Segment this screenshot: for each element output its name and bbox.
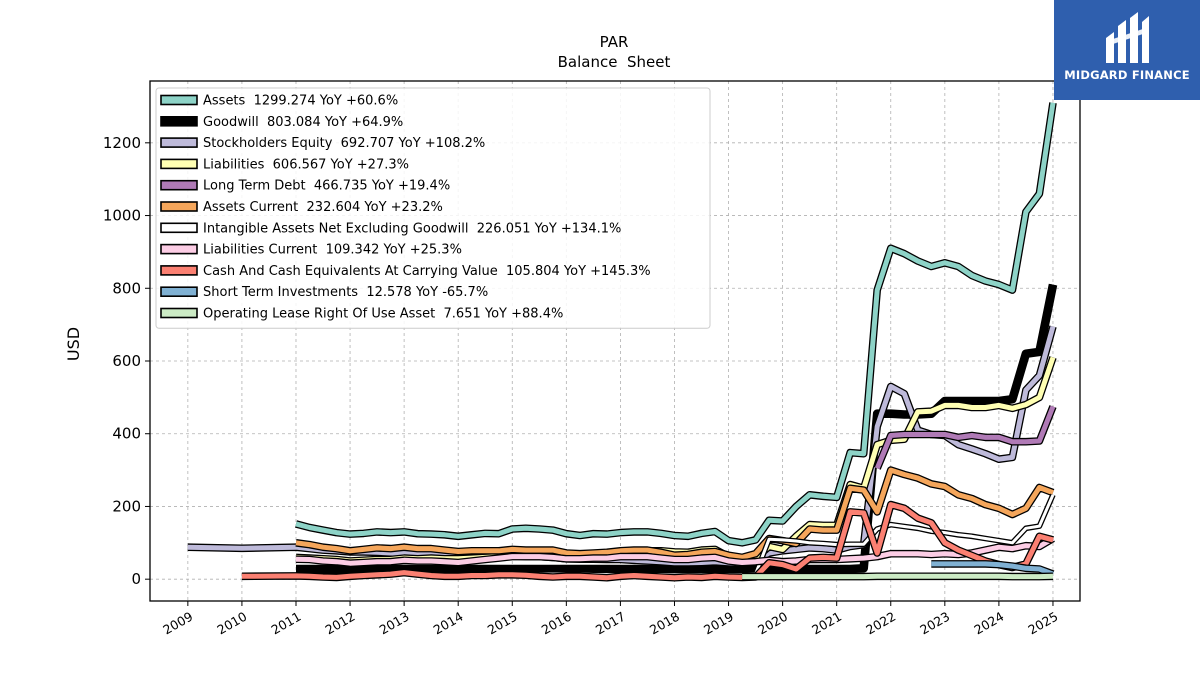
x-axis: 2009 2010 2011 2012 2013 2014 2015 2016 2017 2018…: [160, 601, 1060, 638]
legend-box: [155, 87, 711, 329]
legend-swatch: [160, 307, 198, 319]
legend-swatch: [160, 265, 198, 276]
legend-swatch: [160, 158, 198, 170]
x-tick-label: 2013: [377, 609, 412, 638]
legend-swatch: [160, 116, 198, 127]
legend-label: Long Term Debt 466.735 YoY +19.4%: [203, 179, 450, 194]
legend-swatch: [160, 222, 198, 234]
y-tick-label: 0: [131, 570, 141, 588]
y-tick-label: 1000: [103, 207, 141, 225]
y-axis-label: USD: [64, 327, 83, 361]
legend-label: Cash And Cash Equivalents At Carrying Va…: [203, 264, 651, 279]
x-tick-label: 2009: [160, 609, 195, 638]
chart-title: PAR: [600, 33, 629, 51]
x-tick-label: 2021: [809, 609, 844, 638]
legend-item: Cash And Cash Equivalents At Carrying Va…: [160, 264, 651, 279]
x-tick-label: 2024: [971, 609, 1006, 638]
x-tick-label: 2019: [701, 609, 736, 638]
series-line: [295, 102, 1056, 546]
legend-item: Intangible Assets Net Excluding Goodwill…: [160, 221, 621, 236]
legend-swatch: [160, 243, 198, 255]
legend-label: Liabilities Current 109.342 YoY +25.3%: [203, 243, 462, 258]
legend-label: Assets Current 232.604 YoY +23.2%: [203, 200, 443, 215]
y-tick-label: 1200: [103, 134, 141, 152]
x-tick-label: 2011: [268, 609, 303, 638]
legend-swatch: [160, 201, 198, 212]
x-tick-label: 2016: [539, 609, 574, 638]
legend-item: Liabilities Current 109.342 YoY +25.3%: [160, 243, 462, 258]
x-tick-label: 2020: [755, 609, 790, 638]
x-tick-label: 2015: [485, 609, 520, 638]
brand-name: MIDGARD FINANCE: [1064, 68, 1190, 82]
x-tick-label: 2018: [647, 609, 682, 638]
series-assets: [295, 102, 1057, 547]
legend-item: Assets 1299.274 YoY +60.6%: [160, 94, 398, 109]
x-tick-label: 2012: [323, 609, 358, 638]
series-liabilities-current: [295, 535, 1055, 567]
series-line: [931, 561, 1054, 577]
legend-item: Operating Lease Right Of Use Asset 7.651…: [160, 307, 563, 322]
legend-label: Goodwill 803.084 YoY +64.9%: [203, 115, 403, 130]
y-tick-label: 400: [112, 425, 141, 443]
legend-label: Stockholders Equity 692.707 YoY +108.2%: [203, 136, 485, 151]
legend-swatch: [160, 94, 198, 106]
series-line: [874, 405, 1056, 470]
y-tick-label: 600: [112, 352, 141, 370]
legend-label: Assets 1299.274 YoY +60.6%: [203, 94, 398, 109]
legend-item: Assets Current 232.604 YoY +23.2%: [160, 200, 443, 215]
legend-label: Liabilities 606.567 YoY +27.3%: [203, 157, 409, 172]
legend-label: Operating Lease Right Of Use Asset 7.651…: [203, 307, 563, 322]
x-tick-label: 2010: [214, 609, 249, 638]
legend-item: Liabilities 606.567 YoY +27.3%: [160, 157, 409, 172]
legend-label: Short Term Investments 12.578 YoY -65.7%: [203, 285, 488, 300]
series-cash-and-cash-equivalents-at-carrying-value: [241, 500, 1054, 582]
legend-swatch: [160, 179, 198, 191]
x-tick-label: 2023: [917, 609, 952, 638]
midgard-logo-icon: [1106, 12, 1149, 63]
legend-item: Goodwill 803.084 YoY +64.9%: [160, 115, 403, 130]
x-tick-label: 2022: [863, 609, 898, 638]
legend-swatch: [160, 137, 198, 148]
series-line: [241, 502, 1054, 581]
series-line: [295, 467, 1054, 560]
series-line: [295, 536, 1055, 566]
x-tick-label: 2025: [1025, 609, 1060, 638]
y-tick-label: 200: [112, 497, 141, 515]
legend-item: Short Term Investments 12.578 YoY -65.7%: [160, 285, 488, 300]
plot-frame: [149, 80, 1081, 602]
legend-item: Long Term Debt 466.735 YoY +19.4%: [160, 179, 450, 194]
y-tick-label: 800: [112, 279, 141, 297]
series-assets-current: [295, 466, 1055, 562]
legend: Assets 1299.274 YoY +60.6% Goodwill 803.0…: [155, 87, 711, 329]
legend-item: Stockholders Equity 692.707 YoY +108.2%: [160, 136, 485, 151]
series-long-term-debt: [873, 405, 1057, 470]
chart-subtitle: Balance Sheet: [558, 53, 671, 71]
series-lines: [187, 102, 1058, 582]
brand-logo: MIDGARD FINANCE: [1054, 0, 1200, 100]
x-tick-label: 2017: [593, 609, 628, 638]
x-tick-label: 2014: [431, 609, 466, 638]
series-short-term-investments: [931, 560, 1055, 578]
legend-label: Intangible Assets Net Excluding Goodwill…: [203, 221, 621, 236]
y-axis: 0 200 400 600 800 1000 1200: [103, 134, 150, 588]
legend-swatch: [160, 286, 198, 298]
